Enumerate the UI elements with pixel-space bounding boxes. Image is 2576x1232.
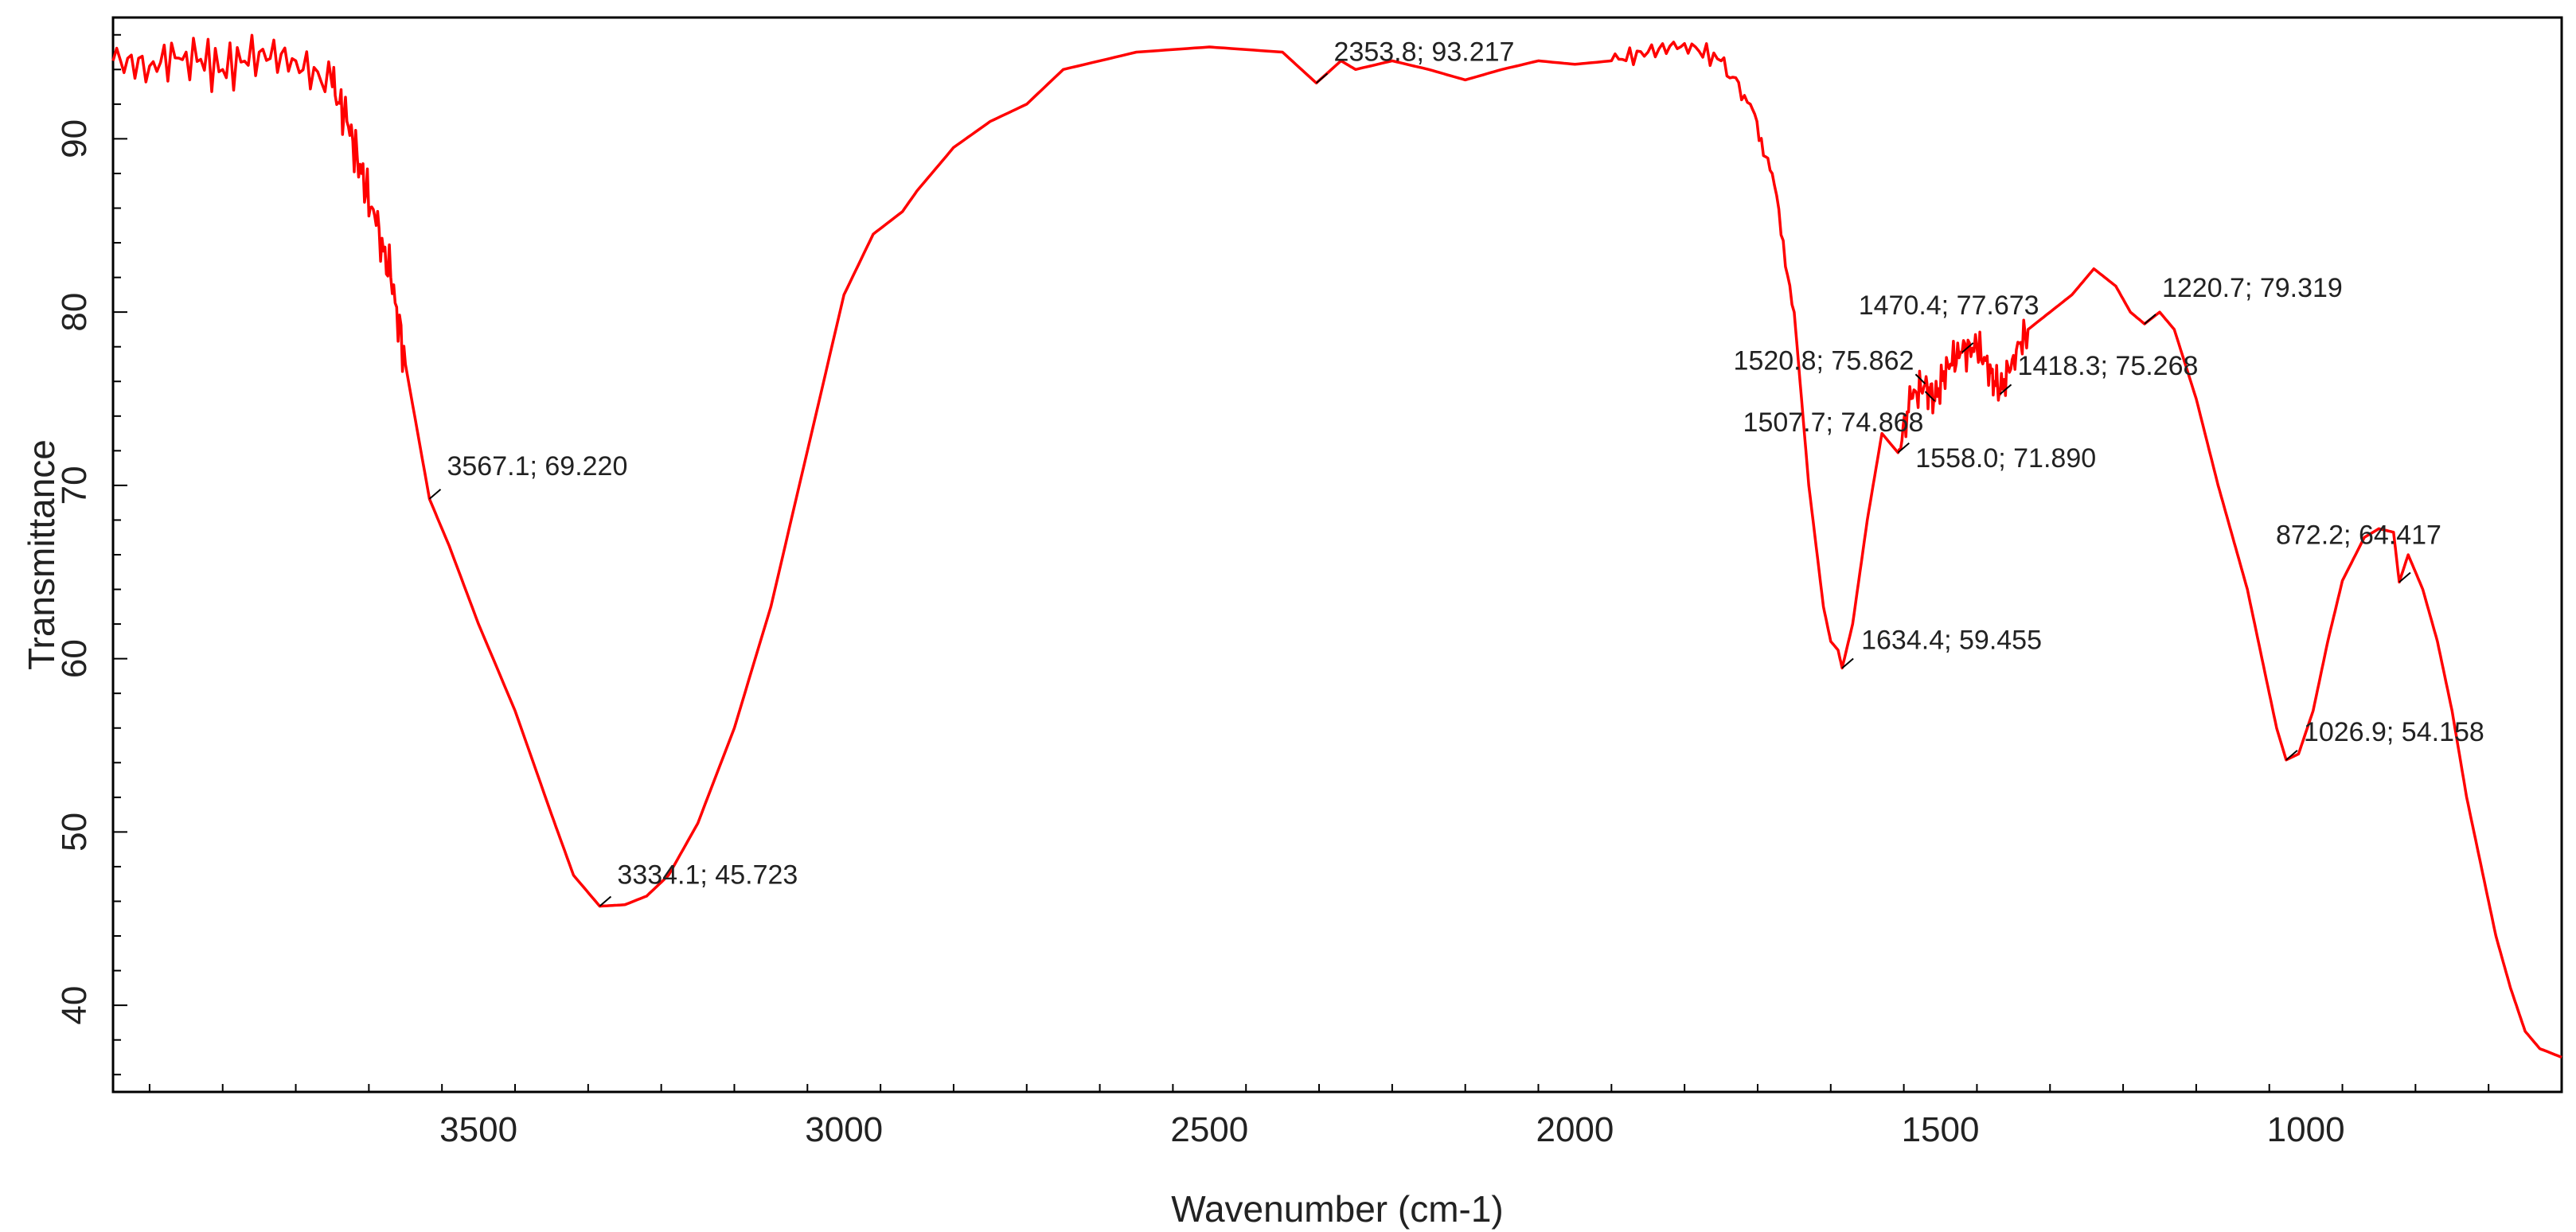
y-tick-label: 90 <box>55 119 94 158</box>
y-axis-title: Transmittance <box>21 439 62 670</box>
x-tick-label: 3000 <box>805 1110 883 1149</box>
y-axis-ticks: 40 50 60 70 80 90 <box>55 33 127 1076</box>
peak-marker <box>1999 384 2012 395</box>
peak-marker <box>428 489 442 500</box>
peak-label: 872.2; 64.417 <box>2276 520 2441 550</box>
x-tick-label: 1000 <box>2267 1110 2345 1149</box>
peak-annotations: 3567.1; 69.220 3334.1; 45.723 2353.8; 93.2… <box>428 37 2484 907</box>
y-tick-label: 70 <box>55 466 94 505</box>
x-axis-ticks: 3500 3000 2500 2000 1500 1000 <box>148 1084 2490 1149</box>
peak-marker <box>599 895 612 907</box>
x-tick-label: 2500 <box>1170 1110 1248 1149</box>
peak-label: 1520.8; 75.862 <box>1734 345 1914 376</box>
peak-marker <box>2144 314 2156 325</box>
peak-marker <box>1924 391 1936 402</box>
x-axis-title: Wavenumber (cm-1) <box>1171 1188 1503 1230</box>
peak-label: 1220.7; 79.319 <box>2162 273 2343 303</box>
y-tick-label: 80 <box>55 293 94 332</box>
peak-label: 1470.4; 77.673 <box>1859 290 2039 321</box>
peak-label: 1418.3; 75.268 <box>2018 351 2199 381</box>
y-tick-label: 40 <box>55 986 94 1025</box>
peak-label: 1507.7; 74.868 <box>1743 407 1924 438</box>
x-tick-label: 1500 <box>1902 1110 1980 1149</box>
peak-marker <box>1315 72 1329 84</box>
peak-label: 1026.9; 54.158 <box>2304 717 2484 747</box>
peak-marker <box>2285 750 2298 761</box>
peak-marker <box>1841 657 1854 669</box>
peak-marker <box>1897 442 1910 454</box>
peak-label: 1634.4; 59.455 <box>1861 626 2042 656</box>
peak-marker <box>1914 373 1926 384</box>
peak-marker <box>1961 342 1974 353</box>
peak-marker <box>2398 571 2411 583</box>
peak-label: 3334.1; 45.723 <box>617 860 798 891</box>
peak-label: 2353.8; 93.217 <box>1334 37 1515 67</box>
x-tick-label: 3500 <box>439 1110 517 1149</box>
x-tick-label: 2000 <box>1536 1110 1614 1149</box>
y-tick-label: 50 <box>55 813 94 852</box>
spectrum-line <box>111 33 2562 1059</box>
y-tick-label: 60 <box>55 639 94 678</box>
peak-label: 3567.1; 69.220 <box>447 451 627 481</box>
plot-frame <box>111 16 2563 1094</box>
peak-label: 1558.0; 71.890 <box>1915 443 2096 474</box>
